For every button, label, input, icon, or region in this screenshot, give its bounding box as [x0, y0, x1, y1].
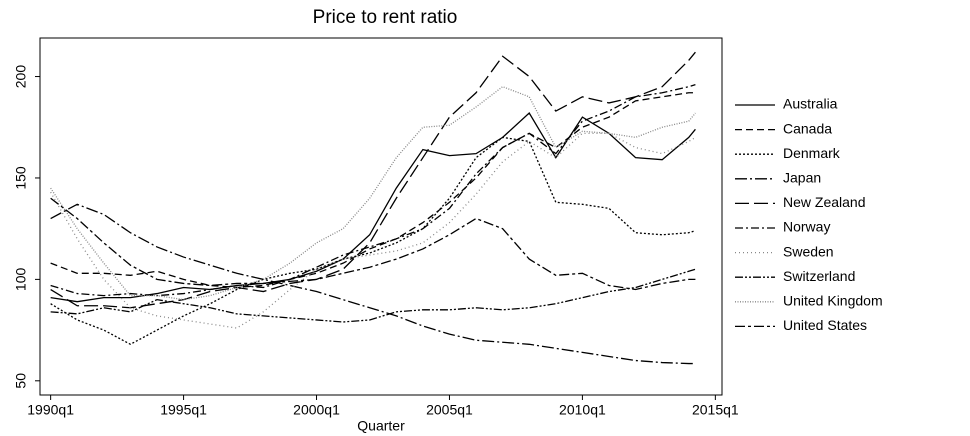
y-tick-label: 100 [13, 267, 29, 291]
series-line [50, 203, 696, 365]
legend-label: New Zealand [783, 194, 866, 210]
plot-frame [39, 37, 723, 396]
y-tick-label: 150 [13, 166, 29, 190]
series-line [50, 132, 696, 329]
legend-label: Denmark [783, 145, 841, 161]
x-axis-label: Quarter [357, 418, 405, 434]
series-line [50, 84, 696, 297]
chart-title: Price to rent ratio [313, 7, 458, 28]
legend-label: United Kingdom [783, 293, 883, 309]
legend-label: Norway [783, 219, 830, 235]
legend-label: United States [783, 317, 867, 333]
legend-label: Sweden [783, 243, 834, 259]
y-tick-label: 200 [13, 65, 29, 89]
legend-label: Japan [783, 170, 821, 186]
series-line [50, 136, 696, 346]
series-line [50, 92, 696, 289]
series-line [50, 51, 696, 309]
x-tick-label: 2000q1 [293, 402, 340, 418]
x-tick-label: 1995q1 [160, 402, 207, 418]
series-line [50, 268, 696, 323]
y-tick-label: 50 [13, 373, 29, 389]
x-tick-label: 2010q1 [559, 402, 606, 418]
x-tick-label: 1990q1 [27, 402, 74, 418]
series-line [50, 112, 696, 303]
series-line [50, 85, 696, 301]
legend-label: Canada [783, 120, 832, 136]
legend-label: Australia [783, 96, 838, 112]
series-line [50, 197, 696, 291]
x-tick-label: 2015q1 [692, 402, 739, 418]
legend-label: Switzerland [783, 268, 855, 284]
x-tick-label: 2005q1 [426, 402, 473, 418]
